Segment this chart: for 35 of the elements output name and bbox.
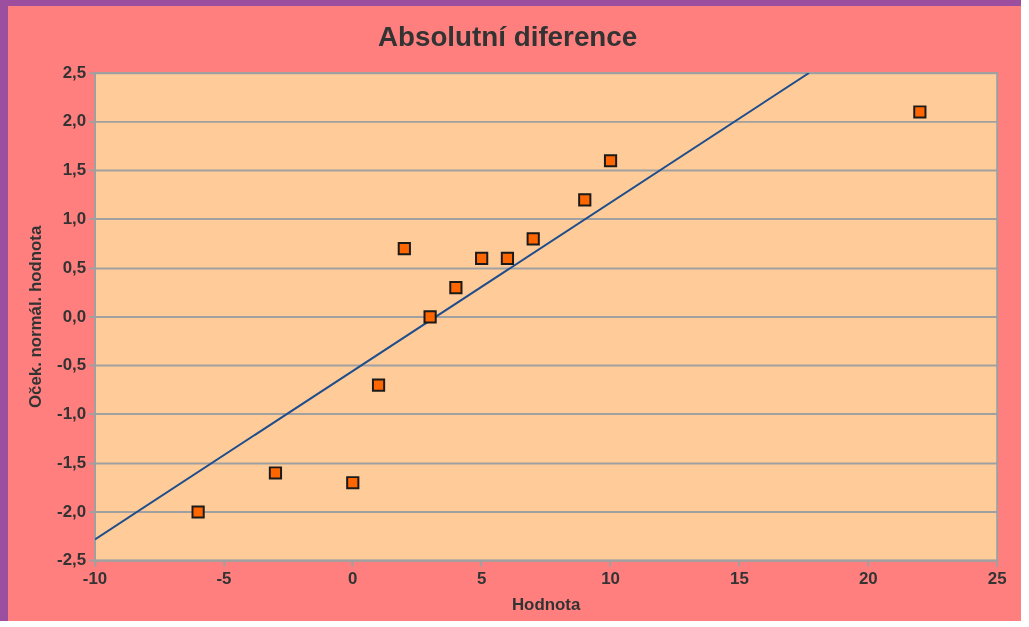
point	[500, 251, 515, 265]
y-tick-label: 0,0	[62, 306, 87, 326]
point	[346, 476, 360, 490]
point	[449, 281, 463, 295]
point	[191, 505, 205, 519]
point	[371, 378, 386, 392]
x-tick-label: 10	[601, 569, 620, 589]
x-tick-label: 15	[730, 569, 749, 589]
y-tick-label: -2,5	[57, 550, 87, 570]
y-tick-label: 0,5	[62, 257, 87, 277]
point	[603, 154, 618, 168]
x-tick-label: 25	[987, 569, 1007, 589]
point	[526, 232, 540, 246]
x-tick-label: -5	[216, 569, 232, 589]
x-tick-label: -10	[82, 569, 108, 589]
y-tick-label: -1,5	[57, 452, 87, 472]
x-axis-title: Hodnota	[511, 594, 581, 614]
y-tick-label: 2,0	[62, 111, 87, 131]
y-tick-label: 1,0	[62, 208, 87, 228]
y-axis-title: Oček. normál. hodnota	[25, 225, 45, 409]
y-tick-label: -0,5	[57, 355, 87, 375]
y-tick-label: 1,5	[62, 160, 87, 180]
x-tick-label: 5	[476, 569, 487, 589]
point	[578, 193, 592, 207]
x-tick-label: 20	[858, 569, 878, 589]
y-tick-label: 2,5	[62, 62, 87, 82]
point	[475, 251, 489, 265]
y-tick-label: -1,0	[57, 404, 87, 424]
point	[397, 241, 411, 256]
point	[268, 466, 283, 480]
y-tick-label: -2,0	[57, 501, 87, 521]
point	[913, 105, 927, 119]
chart-title: Absolutní diference	[377, 21, 638, 53]
point	[423, 310, 437, 324]
x-tick-label: 0	[348, 569, 358, 589]
